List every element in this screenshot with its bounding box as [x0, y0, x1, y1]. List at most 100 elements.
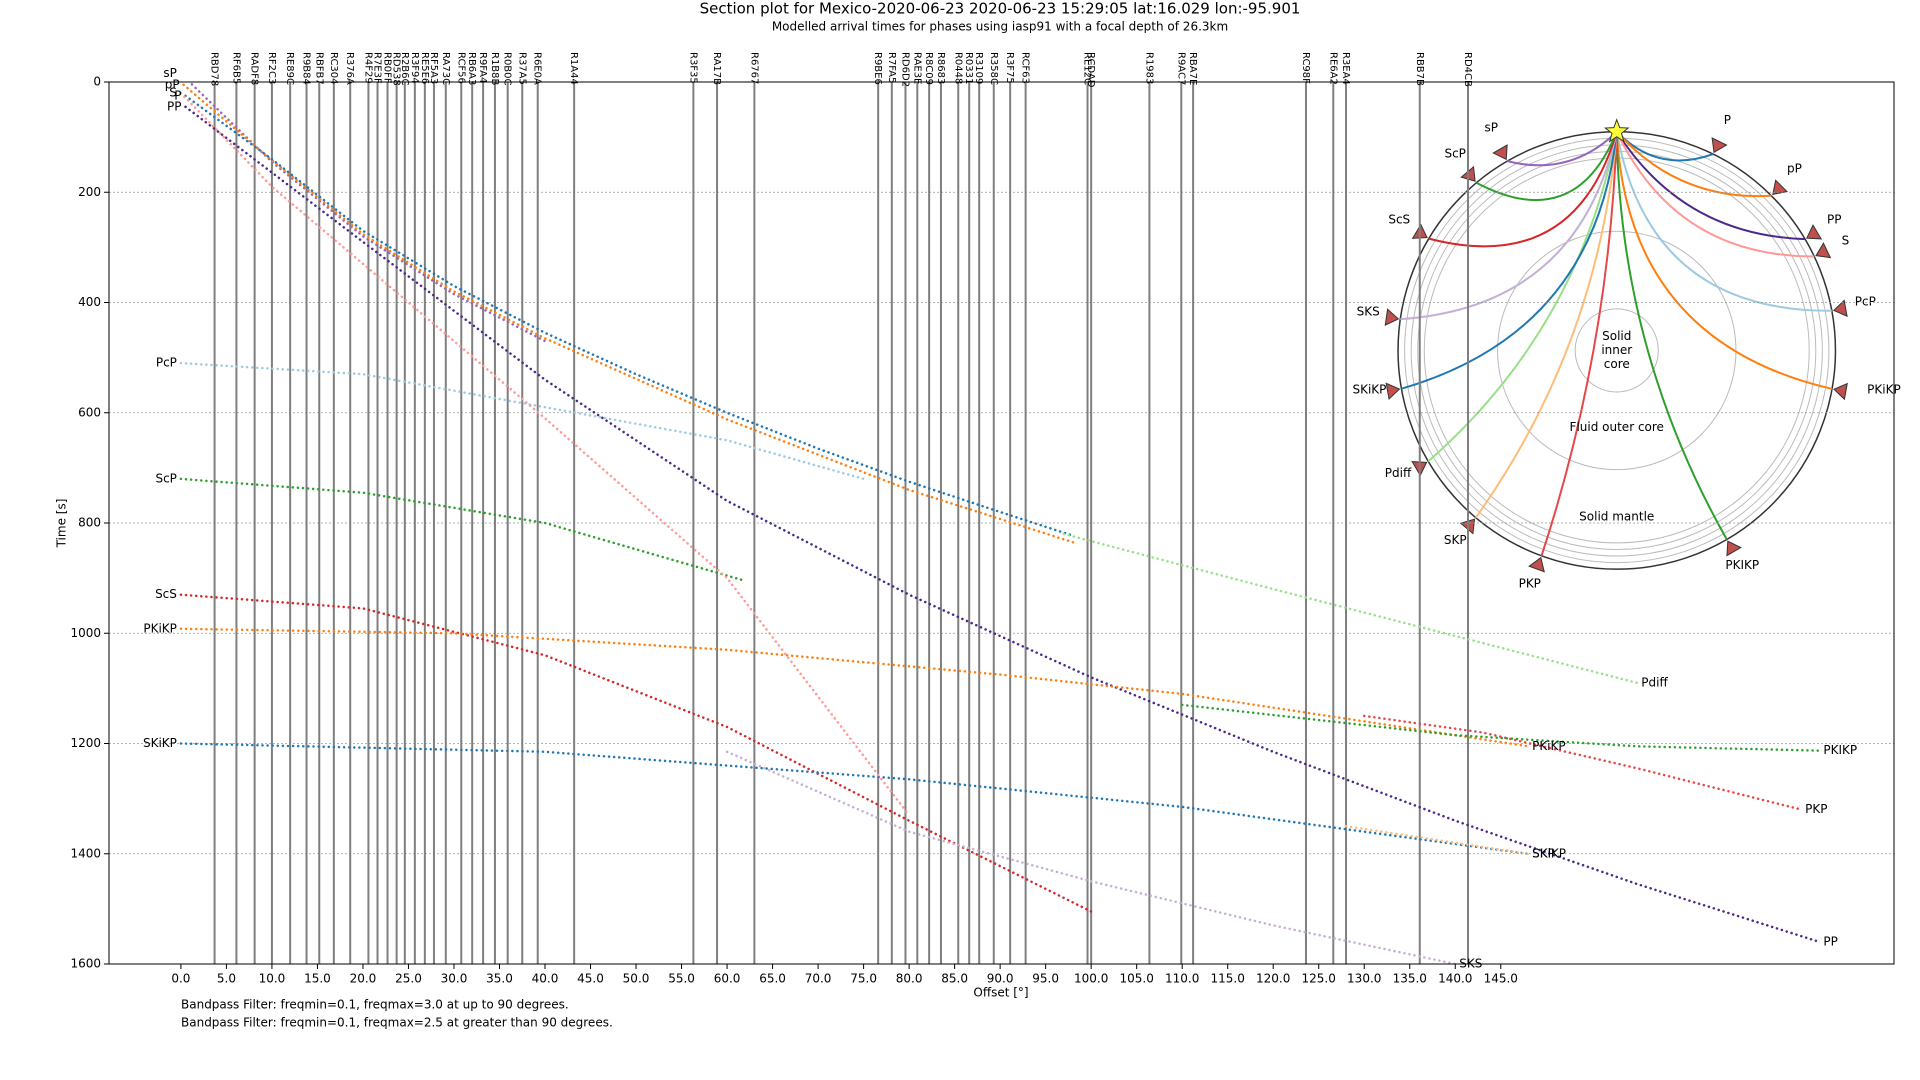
y-tick-label: 1400 — [70, 846, 101, 860]
source-star — [1603, 118, 1630, 143]
station-label: R0448 — [952, 52, 963, 84]
ray-path — [1427, 131, 1618, 463]
station-label: R3F75 — [1004, 52, 1015, 84]
ray-path — [1615, 131, 1728, 540]
footnote: Bandpass Filter: freqmin=0.1, freqmax=2.… — [181, 1016, 613, 1030]
phase-label: PcP — [156, 356, 177, 370]
phase-curve — [187, 82, 547, 343]
station-marker — [1772, 179, 1788, 196]
x-tick-label: 110.0 — [1165, 972, 1199, 986]
region-label: Solid — [1602, 329, 1631, 343]
phase-curve — [1344, 824, 1530, 856]
x-tick-label: 125.0 — [1302, 972, 1336, 986]
x-tick-label: 115.0 — [1211, 972, 1245, 986]
phase-label: PP — [167, 99, 181, 113]
station-label: R3F94 — [409, 52, 420, 84]
station-label: RB6A3 — [466, 52, 477, 85]
x-tick-label: 90.0 — [987, 972, 1014, 986]
station-marker — [1832, 299, 1848, 317]
station-label: R4F29 — [362, 52, 373, 84]
ray-path — [1506, 131, 1618, 167]
phase-curve — [725, 750, 1457, 964]
station-marker — [1815, 242, 1832, 259]
station-label: RBFB7 — [313, 52, 324, 85]
x-axis-label: Offset [°] — [973, 986, 1028, 1000]
ray-path — [1401, 131, 1618, 390]
chart-subtitle: Modelled arrival times for phases using … — [772, 20, 1228, 34]
station-label: RD6D2 — [899, 52, 910, 87]
inset-label: pP — [1787, 162, 1802, 176]
y-tick-label: 0 — [93, 75, 101, 89]
station-label: RF5A3 — [428, 52, 439, 84]
y-tick-label: 1000 — [70, 626, 101, 640]
phase-label: pP — [165, 77, 180, 91]
phase-label: PKIKP — [1823, 743, 1857, 757]
station-marker — [1528, 556, 1545, 573]
phase-label: sP — [163, 66, 177, 80]
inset-label: PKiKP — [1867, 383, 1901, 397]
phase-curve — [179, 91, 911, 817]
inset-label: PKP — [1519, 577, 1541, 591]
x-tick-label: 95.0 — [1032, 972, 1059, 986]
station-label: R8C09 — [923, 52, 934, 85]
ray-path — [1615, 131, 1832, 312]
phase-curve — [1062, 532, 1639, 685]
region-label: inner — [1601, 343, 1632, 357]
station-label: R7FA5 — [886, 52, 897, 83]
inset-label: SKiKP — [1352, 383, 1386, 397]
x-tick-label: 100.0 — [1074, 972, 1108, 986]
station-label: R37A5 — [516, 52, 527, 85]
phase-label: PP — [1823, 934, 1837, 948]
station-label: RBB7B — [1414, 52, 1425, 86]
x-tick-label: 120.0 — [1256, 972, 1290, 986]
x-tick-label: 80.0 — [896, 972, 923, 986]
station-label: R0B0C — [502, 52, 513, 86]
station-label: RC98F — [1300, 52, 1311, 84]
station-label: RE5E6 — [419, 52, 430, 84]
phase-curve — [179, 627, 1530, 748]
phases — [179, 82, 1821, 964]
inset-label: PKIKP — [1725, 558, 1759, 572]
x-tick-label: 0.0 — [171, 972, 190, 986]
phase-curve — [184, 105, 1821, 944]
x-tick-label: 55.0 — [668, 972, 695, 986]
traces — [213, 82, 1470, 964]
station-label: RE89C — [284, 52, 295, 85]
x-tick-label: 35.0 — [486, 972, 513, 986]
ray-path — [1474, 131, 1618, 519]
phase-label: S — [169, 86, 177, 100]
x-tick-label: 60.0 — [714, 972, 741, 986]
x-tick-label: 85.0 — [941, 972, 968, 986]
station-label: R3EA4 — [1340, 52, 1351, 85]
ray-path — [1616, 131, 1772, 198]
station-marker — [1805, 224, 1823, 240]
station-label: RBD78 — [209, 52, 220, 86]
footnote: Bandpass Filter: freqmin=0.1, freqmax=3.… — [181, 998, 569, 1012]
station-label: R9BE6 — [872, 52, 883, 85]
station-marker — [1385, 382, 1401, 401]
station-label: RA17B — [711, 52, 722, 85]
inset-label: S — [1842, 234, 1850, 248]
station-marker — [1726, 540, 1742, 557]
station-label: RCF56 — [455, 52, 466, 84]
region-label: Solid mantle — [1579, 509, 1654, 523]
station-label: RBA7E — [1187, 52, 1198, 85]
station-label: R376A — [344, 52, 355, 85]
station-label: RD4CB — [1462, 52, 1473, 87]
station-label: RCF63 — [1020, 52, 1031, 84]
ray-path — [1615, 131, 1833, 390]
phase-curve — [179, 742, 1530, 856]
x-tick-label: 130.0 — [1347, 972, 1381, 986]
station-label: R3F35 — [687, 52, 698, 84]
inset-label: ScP — [1444, 147, 1465, 161]
x-tick-label: 140.0 — [1438, 972, 1472, 986]
station-label: RB0FF — [382, 52, 393, 84]
y-axis-label: Time [s] — [55, 499, 69, 549]
phase-curve — [179, 477, 747, 583]
x-tick-label: 65.0 — [759, 972, 786, 986]
station-label: R7E3F — [372, 52, 383, 84]
x-tick-label: 15.0 — [304, 972, 331, 986]
station-label: RE6A2 — [1327, 52, 1338, 85]
phase-curve — [1180, 703, 1821, 752]
